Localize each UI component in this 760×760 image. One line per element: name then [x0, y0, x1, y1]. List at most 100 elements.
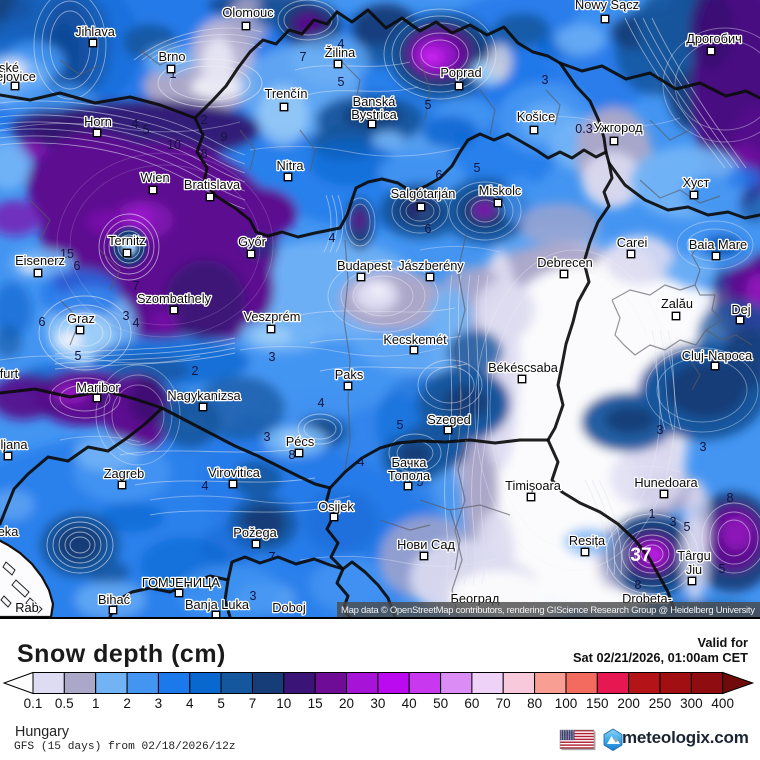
svg-text:5: 5: [217, 696, 225, 711]
svg-text:Rab: Rab: [15, 600, 38, 615]
svg-text:5: 5: [397, 418, 404, 432]
svg-text:Bratislava: Bratislava: [184, 177, 241, 192]
svg-text:1: 1: [92, 696, 100, 711]
svg-text:3: 3: [155, 696, 163, 711]
svg-text:ljana: ljana: [0, 437, 28, 452]
svg-text:Brno: Brno: [158, 49, 185, 64]
svg-text:Horn: Horn: [84, 114, 112, 129]
svg-text:4: 4: [186, 696, 194, 711]
svg-text:Hunedoara: Hunedoara: [634, 475, 698, 490]
svg-text:3: 3: [269, 350, 276, 364]
svg-text:3: 3: [264, 430, 271, 444]
svg-text:Cluj-Napoca: Cluj-Napoca: [682, 348, 753, 363]
svg-text:Хуст: Хуст: [683, 175, 710, 190]
svg-text:8: 8: [201, 147, 208, 161]
svg-text:70: 70: [496, 696, 511, 711]
svg-text:Baia Mare: Baia Mare: [689, 237, 747, 252]
svg-text:Olomouc: Olomouc: [222, 5, 274, 20]
svg-text:Zalău: Zalău: [661, 296, 693, 311]
svg-text:Požega: Požega: [233, 525, 277, 540]
svg-text:3: 3: [657, 423, 664, 437]
svg-text:Jihlava: Jihlava: [75, 24, 116, 39]
svg-text:Debrecen: Debrecen: [537, 255, 593, 270]
svg-text:Wien: Wien: [140, 170, 169, 185]
svg-text:ejovice: ejovice: [0, 69, 36, 84]
svg-text:15: 15: [308, 696, 323, 711]
svg-text:eka: eka: [0, 524, 19, 539]
svg-text:Map data © OpenStreetMap contr: Map data © OpenStreetMap contributors, r…: [341, 605, 755, 616]
svg-text:1: 1: [649, 507, 656, 521]
svg-text:5: 5: [684, 520, 691, 534]
svg-text:9: 9: [221, 130, 228, 144]
svg-text:Paks: Paks: [335, 367, 363, 382]
svg-text:Бачка: Бачка: [392, 455, 428, 470]
svg-text:5: 5: [143, 123, 150, 137]
svg-text:Poprad: Poprad: [440, 65, 481, 80]
svg-text:15: 15: [60, 247, 74, 261]
svg-text:Szombathely: Szombathely: [137, 291, 212, 306]
svg-text:Resița: Resița: [569, 533, 606, 548]
svg-text:0.5: 0.5: [55, 696, 74, 711]
svg-text:4: 4: [132, 117, 139, 131]
svg-text:400: 400: [711, 696, 734, 711]
svg-text:Dej: Dej: [731, 302, 750, 317]
svg-text:3: 3: [123, 309, 130, 323]
svg-text:4: 4: [202, 479, 209, 493]
svg-text:Szeged: Szeged: [427, 412, 470, 427]
svg-text:5: 5: [425, 98, 432, 112]
svg-text:3: 3: [250, 589, 257, 603]
svg-text:20: 20: [339, 696, 354, 711]
svg-text:ГОМЈЕНИЦА: ГОМЈЕНИЦА: [142, 575, 221, 590]
svg-text:3: 3: [542, 73, 549, 87]
svg-text:Jászberény: Jászberény: [398, 258, 464, 273]
svg-text:Bihać: Bihać: [98, 592, 131, 607]
svg-text:Virovitica: Virovitica: [208, 465, 261, 480]
svg-text:Kecskemét: Kecskemét: [383, 332, 447, 347]
svg-text:100: 100: [555, 696, 578, 711]
svg-text:Žilina: Žilina: [325, 45, 356, 60]
svg-text:4: 4: [318, 396, 325, 410]
svg-text:Košice: Košice: [517, 109, 555, 124]
svg-text:Bystrica: Bystrica: [351, 107, 397, 122]
svg-text:Нови Сад: Нови Сад: [397, 537, 455, 552]
svg-text:Maribor: Maribor: [76, 380, 120, 395]
svg-text:5: 5: [719, 562, 726, 576]
svg-text:Banská: Banská: [353, 94, 397, 109]
svg-text:40: 40: [402, 696, 417, 711]
svg-text:7: 7: [133, 279, 140, 293]
svg-text:60: 60: [464, 696, 479, 711]
svg-text:ské: ské: [0, 60, 19, 75]
svg-text:Miskolc: Miskolc: [479, 183, 522, 198]
svg-text:37: 37: [630, 545, 651, 566]
svg-text:5: 5: [338, 75, 345, 89]
svg-text:30: 30: [370, 696, 385, 711]
svg-text:0.3: 0.3: [575, 122, 592, 136]
svg-text:2: 2: [123, 696, 131, 711]
svg-text:Nitra: Nitra: [276, 158, 304, 173]
svg-text:6: 6: [74, 259, 81, 273]
svg-text:2: 2: [201, 113, 208, 127]
svg-text:Salgótarján: Salgótarján: [391, 186, 456, 201]
svg-text:Jiu: Jiu: [686, 562, 702, 577]
svg-text:5: 5: [474, 161, 481, 175]
svg-text:Győr: Győr: [238, 234, 266, 249]
svg-text:10: 10: [167, 138, 181, 152]
svg-text:Timișoara: Timișoara: [505, 478, 562, 493]
svg-text:Ternitz: Ternitz: [108, 233, 146, 248]
svg-text:5: 5: [75, 349, 82, 363]
svg-text:3: 3: [700, 440, 707, 454]
svg-text:4: 4: [358, 455, 365, 469]
svg-text:6: 6: [425, 222, 432, 236]
svg-text:4: 4: [329, 231, 336, 245]
svg-text:Târgu: Târgu: [677, 548, 710, 563]
svg-text:Trenčín: Trenčín: [265, 86, 308, 101]
svg-text:Дрогобич: Дрогобич: [686, 31, 742, 46]
svg-text:300: 300: [680, 696, 703, 711]
svg-text:Carei: Carei: [617, 235, 648, 250]
svg-text:Veszprém: Veszprém: [244, 309, 301, 324]
svg-text:Nowy Sącz: Nowy Sącz: [575, 0, 639, 12]
svg-text:6: 6: [436, 168, 443, 182]
svg-text:3: 3: [670, 515, 677, 529]
svg-text:Doboj: Doboj: [272, 600, 305, 615]
svg-text:10: 10: [276, 696, 291, 711]
